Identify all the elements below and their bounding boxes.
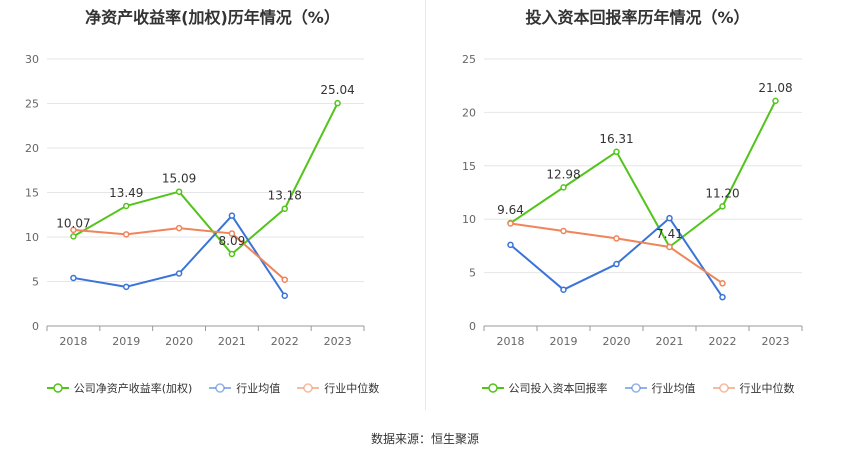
chart-title: 净资产收益率(加权)历年情况（%）	[85, 8, 340, 27]
roe-line-chart: 0 5 10 15 20 25 30 2018 2019 2020 2021 2022 2023 10.0…	[25, 53, 365, 348]
series-1-point	[560, 286, 567, 293]
y-tick-label: 15	[462, 160, 476, 173]
series-2-point	[719, 280, 726, 287]
data-label: 7.41	[656, 227, 683, 241]
series-2-point	[507, 220, 514, 227]
data-label: 25.04	[320, 83, 354, 97]
series-0-point	[334, 99, 341, 107]
data-source-note: 数据来源：恒生聚源	[370, 432, 479, 446]
x-tick-label: 2018	[497, 335, 525, 348]
x-tick-label: 2020	[165, 335, 193, 348]
series-0-point	[281, 205, 288, 212]
legend-item[interactable]: 行业均值	[208, 380, 280, 396]
y-tick-label: 5	[469, 267, 476, 280]
y-tick-label: 20	[462, 106, 476, 119]
data-label: 10.07	[56, 216, 90, 230]
data-label: 12.98	[546, 167, 580, 181]
y-tick-label: 20	[25, 142, 39, 155]
x-tick-label: 2019	[112, 335, 140, 348]
series-1-point	[613, 260, 620, 268]
x-tick-label: 2019	[550, 335, 578, 348]
series-1-point	[70, 274, 77, 282]
roic-chart-panel: 投入资本回报率历年情况（%） 0 5 10 15 20 25 2018 2019 2020 202…	[425, 0, 850, 410]
series-0-point	[175, 188, 183, 195]
legend-marker-icon	[46, 383, 69, 393]
panel-divider	[425, 0, 426, 410]
series-2-point	[123, 231, 130, 238]
x-tick-label: 2022	[709, 335, 737, 348]
y-tick-label: 0	[32, 320, 39, 333]
series-2-point	[175, 224, 183, 232]
legend-marker-icon	[624, 383, 647, 393]
data-label: 16.31	[599, 132, 633, 146]
data-label: 13.18	[268, 189, 302, 203]
x-tick-label: 2018	[59, 335, 87, 348]
data-label: 15.09	[162, 172, 196, 186]
series-2-point	[281, 276, 288, 283]
chart-title: 投入资本回报率历年情况（%）	[525, 8, 750, 27]
series-2-point	[70, 226, 77, 234]
legend-label: 行业中位数	[324, 382, 380, 395]
series-0-line	[72, 102, 339, 255]
series-0-point	[719, 203, 726, 210]
series-0-point	[70, 233, 77, 240]
series-1-point	[719, 293, 726, 301]
y-tick-label: 10	[462, 213, 476, 226]
legend-label: 行业均值	[236, 382, 281, 395]
x-tick-label: 2023	[762, 335, 790, 348]
legend-label: 行业均值	[651, 382, 696, 395]
legend-item[interactable]: 公司净资产收益率(加权)	[46, 380, 193, 396]
series-2-point	[228, 230, 236, 237]
legend-marker-icon	[481, 383, 504, 393]
chart-legend: 公司投入资本回报率 行业均值 行业中位数	[425, 380, 850, 396]
y-tick-label: 25	[25, 98, 39, 111]
legend-item[interactable]: 行业中位数	[296, 380, 379, 396]
series-0-line	[509, 100, 777, 248]
series-0-point	[772, 97, 779, 105]
series-1-point	[228, 212, 236, 219]
x-tick-label: 2020	[603, 335, 631, 348]
data-label: 13.49	[109, 186, 143, 200]
series-0-point	[613, 148, 620, 156]
y-tick-label: 25	[462, 53, 476, 66]
series-1-point	[175, 270, 183, 277]
series-2-point	[560, 227, 567, 235]
legend-marker-icon	[209, 383, 232, 393]
x-tick-label: 2022	[271, 335, 299, 348]
legend-label: 公司投入资本回报率	[508, 382, 608, 395]
series-2-point	[613, 235, 620, 242]
chart-legend: 公司净资产收益率(加权) 行业均值 行业中位数	[0, 380, 425, 396]
y-tick-label: 0	[469, 320, 476, 333]
data-label: 11.20	[705, 186, 739, 200]
x-tick-label: 2021	[656, 335, 684, 348]
series-1-point	[123, 283, 130, 291]
legend-item[interactable]: 公司投入资本回报率	[481, 380, 608, 396]
series-1-point	[281, 292, 288, 299]
series-1-point	[666, 214, 673, 222]
y-tick-label: 30	[25, 53, 39, 66]
roe-chart-panel: 净资产收益率(加权)历年情况（%） 0 5 10 15 20 25 30 2018 2019 20…	[0, 0, 425, 410]
series-0-point	[123, 202, 130, 210]
legend-label: 公司净资产收益率(加权)	[73, 382, 193, 395]
y-tick-label: 5	[32, 276, 39, 289]
series-2-point	[666, 243, 673, 251]
x-tick-label: 2023	[324, 335, 352, 348]
legend-label: 行业中位数	[739, 382, 795, 395]
series-1-point	[507, 241, 514, 249]
series-0-point	[560, 184, 567, 191]
data-label: 21.08	[758, 81, 792, 95]
legend-item[interactable]: 行业中位数	[712, 380, 795, 396]
y-tick-label: 15	[25, 187, 39, 200]
legend-marker-icon	[297, 383, 320, 393]
y-tick-label: 10	[25, 231, 39, 244]
legend-item[interactable]: 行业均值	[624, 380, 696, 396]
roic-line-chart: 0 5 10 15 20 25 2018 2019 2020 2021 2022 2023 9.64 12…	[462, 53, 803, 348]
data-label: 9.64	[497, 203, 524, 217]
x-tick-label: 2021	[218, 335, 246, 348]
series-0-point	[228, 250, 236, 258]
series-2-line	[510, 222, 724, 285]
data-label: 8.09	[219, 234, 246, 248]
legend-marker-icon	[712, 383, 735, 393]
